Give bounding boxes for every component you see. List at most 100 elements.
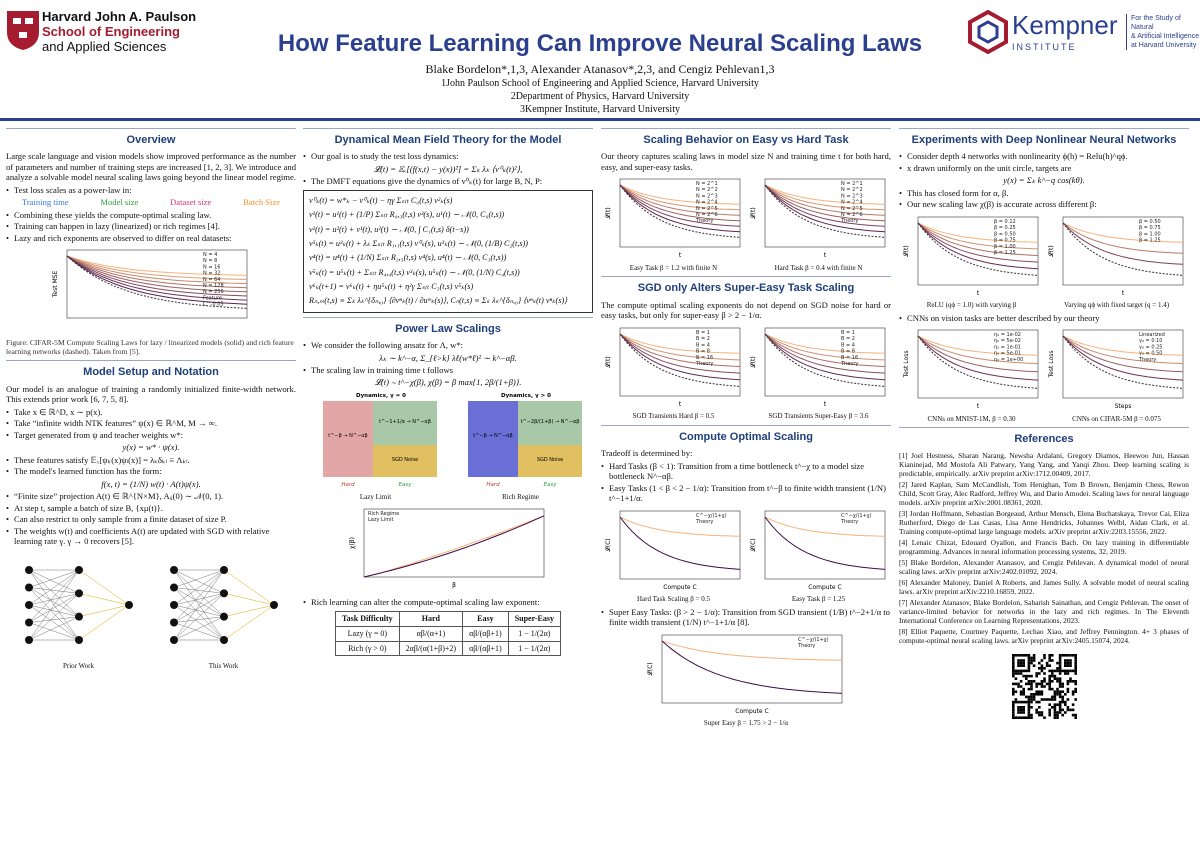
qr-module [1058, 706, 1062, 710]
qr-module [1053, 698, 1057, 702]
region [517, 400, 582, 445]
qr-module [1019, 685, 1023, 689]
equation: y(x) = Σₖ k^−q cos(kθ). [1003, 175, 1085, 186]
qr-module [1053, 711, 1057, 715]
qr-module [1061, 698, 1064, 702]
network-diagram [24, 565, 133, 644]
qr-module [1040, 711, 1044, 715]
qr-module [1043, 716, 1046, 720]
qr-module [1014, 670, 1018, 673]
qr-module [1061, 670, 1064, 673]
edge [28, 586, 79, 617]
equation: 𝓛(t) ∼ t^−χ(β), χ(β) = β max{1, 2β/(1+β)… [374, 377, 522, 388]
curve [66, 255, 248, 277]
curve [619, 184, 740, 217]
qr-module [1032, 654, 1036, 658]
qr-module [1019, 709, 1023, 712]
reference: [3] Jordan Hoffmann, Sebastian Borgeaud,… [899, 509, 1189, 537]
curve [619, 185, 740, 239]
figure-caption: Super Easy β = 1.75 > 2 − 1/α [703, 719, 789, 728]
qr-module [1066, 662, 1070, 665]
curve [66, 255, 248, 305]
qr-module [1066, 706, 1070, 710]
qr-module [1014, 654, 1018, 658]
curve [661, 640, 843, 694]
figure-caption: Prior Work [62, 662, 94, 671]
edge [173, 615, 224, 623]
edge [78, 604, 129, 617]
term: Training time [21, 197, 69, 208]
qr-module [1071, 714, 1075, 717]
reference: [6] Alexander Maloney, Daniel A Roberts,… [899, 578, 1189, 597]
legend-entry: β = 0.25 [994, 225, 1016, 231]
qr-module [1066, 683, 1070, 686]
qr-module [1056, 662, 1059, 665]
table-cell: 2αβ/(α(1+β)+2) [398, 640, 464, 657]
qr-module [1022, 670, 1025, 673]
table-header: Task Difficulty [335, 611, 400, 627]
curve [619, 516, 740, 537]
qr-module [1058, 680, 1062, 684]
qr-module [1043, 672, 1046, 676]
qr-module [1027, 709, 1031, 712]
curve [1062, 222, 1183, 254]
qr-module [1071, 654, 1075, 658]
legend-entry: N = 4 [203, 252, 217, 258]
figure-row: η₀ = 1e-02 η₀ = 5e-02 η₀ = 1e-01 η₀ = 5e-01… [899, 326, 1189, 423]
header: Harvard John A. Paulson School of Engine… [0, 0, 1200, 121]
harvard-shield [7, 11, 39, 50]
harvard-line: Harvard John A. Paulson [42, 9, 197, 24]
phase-diagram: Dynamics, γ = 0 t^−β → N^−αβ t^−1+1/α → N^… [322, 393, 437, 488]
qr-module [1069, 677, 1072, 681]
neuron [169, 600, 178, 609]
qr-module [1048, 698, 1051, 702]
qr-module [1012, 693, 1015, 697]
qr-module [1056, 667, 1059, 671]
tagline-line: & Artificial Intelligence [1131, 33, 1200, 40]
qr-module [1074, 683, 1077, 686]
curve [764, 516, 885, 570]
edge [28, 586, 79, 594]
qr-module [1040, 714, 1044, 717]
qr-module [1030, 680, 1033, 684]
poster-title: How Feature Learning Can Improve Neural … [277, 30, 923, 57]
reference: [4] Lenaic Chizat, Edouard Oyallon, and … [899, 538, 1189, 557]
table-row: Rich (γ > 0) 2αβ/(α(1+β)+2) αβ/(αβ+1) 1 − 1… [335, 640, 561, 657]
qr-module [1056, 714, 1059, 717]
legend-entry: Theory [695, 361, 713, 367]
legend-entry: B = 8 [841, 348, 855, 354]
figure: C^−χ/(1+χ) Theory 𝓛(C) Compute C Super Easy … [646, 631, 846, 728]
equation: v⁵ₖ(t) = u⁵ₖ(t) + Σₛ₍ₜ R₄,₄(t,s) v³ₖ(s),… [309, 267, 520, 277]
qr-module [1038, 714, 1041, 717]
qr-module [1058, 703, 1062, 707]
qr-module [1040, 698, 1044, 702]
table-cell: αβ/(α+1) [398, 625, 464, 642]
edge [173, 569, 224, 617]
qr-module [1043, 698, 1046, 702]
qr-module [1022, 711, 1025, 715]
qr-module [1025, 675, 1028, 678]
qr-module [1038, 662, 1041, 665]
tagline-line: at Harvard University [1131, 42, 1197, 49]
qr-module [1053, 706, 1057, 710]
region-label: SGD Noise [536, 457, 562, 463]
legend-entry: N = 2^1 [841, 181, 863, 187]
qr-module [1074, 659, 1077, 663]
qr-module [1017, 709, 1020, 712]
bullet: Test loss scales as a power-law in: [14, 185, 296, 195]
qr-module [1027, 657, 1031, 660]
qr-module [1012, 659, 1015, 663]
bullet: The model's learned function has the for… [14, 466, 296, 476]
phase-figure: Dynamics, γ = 0 t^−β → N^−αβ t^−1+1/α → N^… [311, 391, 441, 502]
qr-module [1017, 664, 1020, 668]
qr-module [1012, 664, 1015, 668]
figure: η₀ = 1e-02 η₀ = 5e-02 η₀ = 1e-01 η₀ = 5e-01… [902, 326, 1042, 423]
column: Experiments with Deep Nonlinear Neural N… [899, 124, 1189, 848]
table-cell: Lazy (γ = 0) [335, 625, 400, 642]
figure-caption: Varying qϕ with fixed target (q = 1.4) [1063, 301, 1170, 310]
qr-module [1066, 688, 1070, 691]
equation: v⁴(t) = u⁴(t) + (1/N) Σₛ₍ₜ R₃,₅(t,s) v⁴(… [309, 253, 507, 263]
qr-module [1048, 677, 1051, 681]
qr-module [1056, 680, 1059, 684]
